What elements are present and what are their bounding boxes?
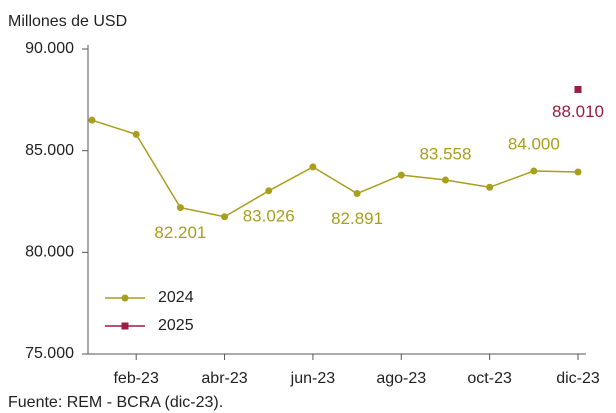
- data-label: 82.891: [331, 209, 383, 228]
- point: [397, 171, 405, 179]
- data-label: 83.026: [243, 206, 295, 225]
- data-label: 83.558: [419, 144, 471, 163]
- y-tick-label: 90.000: [25, 40, 74, 57]
- legend-label: 2024: [158, 289, 194, 306]
- point: [176, 204, 184, 212]
- point: [309, 163, 317, 171]
- point: [530, 167, 538, 175]
- x-tick-label: dic-23: [556, 370, 600, 387]
- x-tick-label: ago-23: [376, 370, 426, 387]
- legend-label: 2025: [158, 317, 194, 334]
- point: [574, 85, 582, 93]
- x-tick-label: abr-23: [201, 370, 247, 387]
- data-label: 84.000: [508, 134, 560, 153]
- y-tick-label: 85.000: [25, 142, 74, 159]
- x-tick-label: oct-23: [467, 370, 512, 387]
- point: [132, 130, 140, 138]
- series-line: [91, 119, 579, 218]
- point: [88, 116, 96, 124]
- legend-marker: [121, 294, 129, 302]
- point: [441, 176, 449, 184]
- y-tick-label: 80.000: [25, 244, 74, 261]
- legend-marker: [121, 322, 129, 330]
- data-label: 88.010: [552, 102, 604, 121]
- point: [221, 213, 229, 221]
- source: Fuente: REM - BCRA (dic-23).: [8, 394, 223, 411]
- data-label: 82.201: [154, 223, 206, 242]
- point: [486, 183, 494, 191]
- point: [265, 187, 273, 195]
- axis-title: Millones de USD: [8, 13, 127, 30]
- point: [353, 190, 361, 198]
- x-tick-label: feb-23: [113, 370, 158, 387]
- point: [574, 168, 582, 176]
- x-tick-label: jun-23: [290, 370, 336, 387]
- y-tick-label: 75.000: [25, 345, 74, 362]
